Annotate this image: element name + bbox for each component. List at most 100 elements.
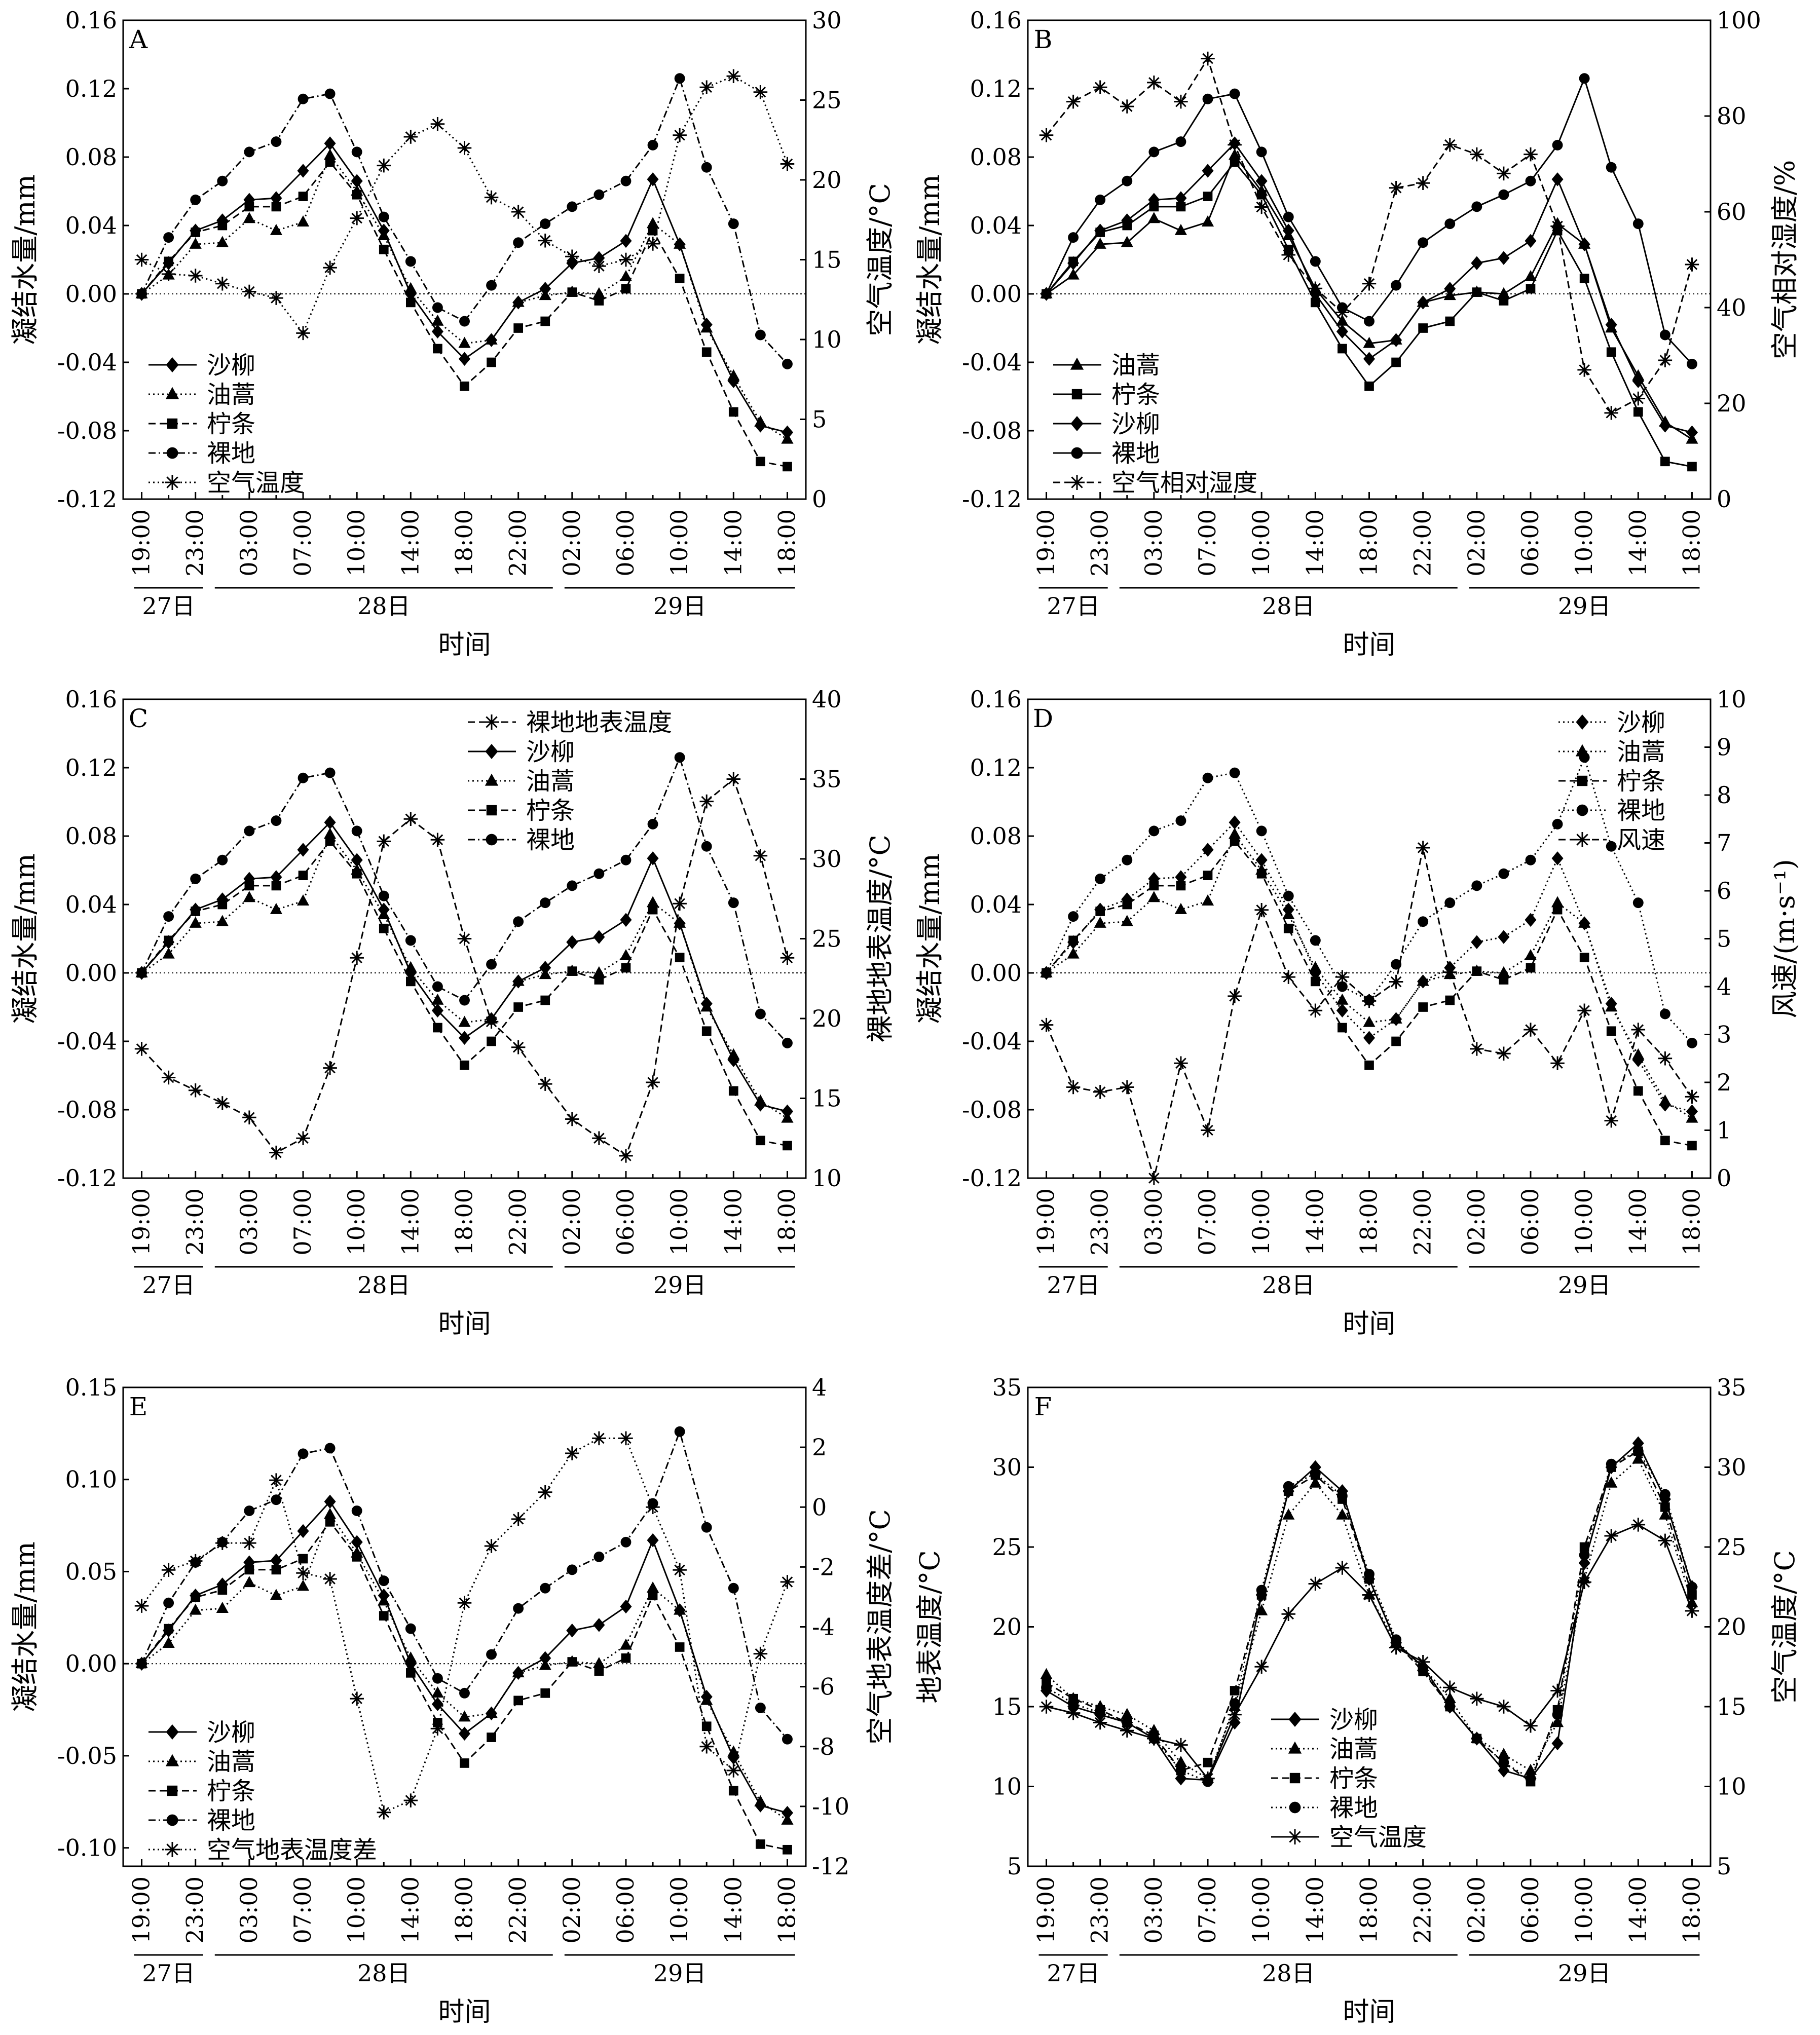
left-tick-label: -0.08	[962, 417, 1022, 444]
data-point	[379, 923, 389, 933]
data-point	[1445, 995, 1455, 1005]
data-point	[1095, 873, 1106, 884]
data-point	[431, 1697, 443, 1711]
left-tick-label: -0.04	[962, 1028, 1022, 1055]
data-point	[269, 291, 283, 305]
data-point	[431, 1003, 443, 1018]
data-point	[377, 158, 391, 173]
x-tick-label: 14:00	[396, 1876, 424, 1944]
data-point	[674, 1426, 685, 1437]
data-point	[1579, 1550, 1590, 1561]
data-point	[594, 296, 604, 306]
data-point	[1229, 1698, 1240, 1709]
legend-marker	[167, 1785, 178, 1796]
data-point	[593, 1618, 605, 1632]
data-point	[701, 162, 712, 173]
right-tick-label: 1	[1717, 1117, 1731, 1144]
data-point	[377, 834, 391, 849]
x-tick-label: 14:00	[1624, 1876, 1651, 1944]
data-point	[270, 223, 283, 235]
data-point	[1524, 949, 1537, 961]
data-point	[593, 1551, 605, 1562]
day-label: 28日	[357, 1271, 411, 1299]
data-point	[269, 1145, 283, 1160]
legend-label: 油蒿	[1111, 351, 1160, 380]
data-point	[430, 833, 445, 847]
x-tick-label: 03:00	[235, 509, 263, 577]
data-point	[1362, 1588, 1377, 1602]
data-point	[1577, 363, 1591, 377]
data-point	[1364, 1060, 1374, 1070]
left-tick-label: 0.10	[65, 1466, 117, 1493]
data-point	[1175, 191, 1187, 205]
data-point	[298, 1554, 308, 1564]
legend-label: 空气温度	[1329, 1823, 1427, 1852]
data-point	[1525, 1773, 1536, 1784]
right-tick-label: 30	[812, 7, 842, 34]
data-point	[646, 1500, 660, 1514]
data-point	[161, 1563, 176, 1577]
data-point	[1579, 1542, 1589, 1552]
x-tick-label: 14:00	[719, 509, 747, 577]
data-point	[1443, 1692, 1456, 1704]
x-tick-label: 14:00	[1301, 1188, 1328, 1256]
data-point	[647, 851, 659, 865]
y-right-title: 裸地地表温度/°C	[864, 835, 896, 1043]
day-label: 27日	[142, 1271, 195, 1299]
left-tick-label: -0.04	[57, 1028, 117, 1055]
legend-marker	[486, 834, 498, 846]
x-tick-label: 10:00	[1570, 1188, 1598, 1256]
right-tick-label: 5	[812, 406, 827, 433]
data-point	[324, 1508, 337, 1519]
x-tick-label: 03:00	[1140, 1876, 1167, 1944]
data-point	[1336, 1003, 1348, 1018]
data-point	[164, 256, 173, 267]
data-point	[1471, 880, 1482, 891]
data-point	[271, 1494, 282, 1505]
data-point	[377, 1805, 391, 1820]
data-point	[1551, 896, 1564, 908]
x-tick-label: 14:00	[1624, 1188, 1651, 1256]
legend-marker	[165, 1754, 179, 1766]
data-point	[460, 381, 469, 391]
data-point	[754, 1094, 767, 1106]
data-point	[244, 1505, 255, 1516]
data-point	[1203, 192, 1213, 201]
data-point	[620, 913, 632, 927]
panel-label: F	[1034, 1392, 1052, 1421]
data-point	[726, 1763, 741, 1778]
data-point	[190, 194, 201, 205]
data-point	[675, 953, 685, 962]
data-point	[1632, 1452, 1645, 1464]
data-point	[1229, 148, 1241, 160]
data-point	[620, 234, 632, 248]
data-point	[1552, 905, 1563, 915]
data-point	[755, 1702, 766, 1713]
x-axis-title: 时间	[438, 1309, 491, 1339]
left-tick-label: 10	[992, 1773, 1022, 1800]
data-point	[325, 157, 335, 167]
x-tick-label: 22:00	[1409, 1876, 1436, 1944]
data-point	[1605, 1000, 1618, 1012]
data-point	[1120, 99, 1134, 114]
left-tick-label: 0.12	[970, 754, 1022, 781]
legend-marker	[167, 418, 178, 429]
data-point	[1391, 1036, 1401, 1046]
left-tick-label: 0.16	[970, 686, 1022, 713]
data-point	[646, 1581, 659, 1593]
data-point	[271, 136, 282, 147]
data-point	[728, 897, 739, 909]
series-裸地	[136, 752, 793, 1048]
data-point	[1577, 1003, 1591, 1018]
data-point	[1526, 963, 1536, 973]
data-point	[430, 117, 445, 131]
data-point	[1335, 970, 1350, 984]
data-point	[1174, 1738, 1188, 1752]
data-point	[1121, 236, 1133, 247]
x-tick-label: 14:00	[1301, 1876, 1328, 1944]
right-tick-label: 30	[1717, 1454, 1747, 1481]
data-point	[1498, 868, 1509, 879]
data-point	[1068, 911, 1079, 922]
data-point	[1095, 194, 1106, 205]
